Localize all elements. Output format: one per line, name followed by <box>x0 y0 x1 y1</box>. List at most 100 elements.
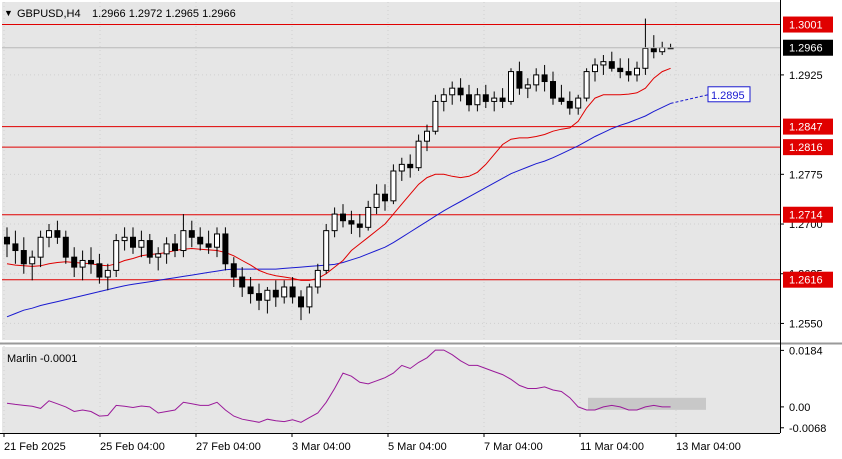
candle[interactable] <box>348 210 355 234</box>
candle[interactable] <box>4 227 10 258</box>
level-price-tag[interactable] <box>783 118 833 135</box>
candle[interactable] <box>230 257 237 287</box>
candle-body <box>583 71 590 99</box>
candle[interactable] <box>625 58 632 82</box>
candle[interactable] <box>466 84 472 112</box>
candle[interactable] <box>432 94 439 135</box>
candle[interactable] <box>113 233 120 278</box>
candle[interactable] <box>104 263 111 291</box>
candlesticks[interactable] <box>4 18 674 321</box>
candle[interactable] <box>617 58 624 79</box>
candle[interactable] <box>62 230 69 264</box>
candle[interactable] <box>398 157 405 181</box>
candle-body <box>264 289 271 301</box>
candle[interactable] <box>37 230 44 268</box>
candle[interactable] <box>642 18 649 75</box>
candle[interactable] <box>12 230 19 264</box>
candle[interactable] <box>592 58 598 82</box>
current-price-tag[interactable] <box>783 39 833 56</box>
time-axis[interactable]: 21 Feb 2025 25 Feb 04:00 27 Feb 04:00 3 Mar… <box>3 433 741 453</box>
candle[interactable] <box>373 184 380 215</box>
indicator-label: Marlin -0.0001 <box>7 353 77 365</box>
candle[interactable] <box>272 280 279 307</box>
candle[interactable] <box>79 250 86 281</box>
candle[interactable] <box>256 283 262 311</box>
candle[interactable] <box>558 84 565 105</box>
candle[interactable] <box>415 134 422 171</box>
candle[interactable] <box>306 283 313 314</box>
candle[interactable] <box>365 200 372 231</box>
candle[interactable] <box>575 94 582 115</box>
candle[interactable] <box>541 64 548 92</box>
candle[interactable] <box>340 204 346 228</box>
forecast-label-box[interactable] <box>707 86 751 103</box>
candle-body <box>440 94 447 102</box>
candle[interactable] <box>533 68 540 92</box>
candle[interactable] <box>188 220 195 248</box>
price-axis[interactable]: 1.29251.27751.27001.26251.25501.30011.28… <box>2 16 833 435</box>
candle[interactable] <box>390 164 397 205</box>
candle[interactable] <box>331 207 338 238</box>
candle[interactable] <box>449 81 456 105</box>
candle[interactable] <box>356 214 363 238</box>
candle[interactable] <box>600 55 607 75</box>
candle[interactable] <box>138 230 145 258</box>
time-tick-label: 27 Feb 04:00 <box>196 441 261 453</box>
candle[interactable] <box>163 237 170 264</box>
indicator-plot-area[interactable] <box>2 347 780 433</box>
candle[interactable] <box>508 68 514 105</box>
candle[interactable] <box>323 224 330 274</box>
candle[interactable] <box>608 51 615 72</box>
candle[interactable] <box>29 250 36 281</box>
candle[interactable] <box>146 233 153 264</box>
candle[interactable] <box>281 280 288 304</box>
candle[interactable] <box>314 263 321 294</box>
candle[interactable] <box>172 233 178 258</box>
candle[interactable] <box>96 253 103 284</box>
candle[interactable] <box>264 286 271 314</box>
candle[interactable] <box>130 227 136 254</box>
candle[interactable] <box>516 61 523 95</box>
candle[interactable] <box>474 88 481 112</box>
candle[interactable] <box>180 214 187 258</box>
candle[interactable] <box>46 224 52 248</box>
candle[interactable] <box>424 124 430 152</box>
candle[interactable] <box>197 227 204 251</box>
candle[interactable] <box>382 184 388 211</box>
candle-body <box>146 240 153 258</box>
level-price-tag[interactable] <box>783 271 833 288</box>
candle[interactable] <box>155 247 162 271</box>
candle[interactable] <box>71 247 78 278</box>
candle[interactable] <box>88 247 94 274</box>
dropdown-triangle-icon[interactable]: ▼ <box>4 8 13 18</box>
candle[interactable] <box>491 91 498 112</box>
candle[interactable] <box>247 277 254 304</box>
candle[interactable] <box>54 220 61 244</box>
candle[interactable] <box>205 230 212 254</box>
candle[interactable] <box>222 227 229 271</box>
candle[interactable] <box>440 88 447 112</box>
candle[interactable] <box>457 78 464 102</box>
level-price-tag[interactable] <box>783 206 833 223</box>
candle-body <box>575 97 582 109</box>
candle[interactable] <box>550 71 556 105</box>
candle[interactable] <box>583 68 590 102</box>
candle[interactable] <box>634 61 640 82</box>
candle[interactable] <box>121 227 128 251</box>
candle-body <box>373 193 380 208</box>
level-price-tag[interactable] <box>783 16 833 33</box>
candle-body <box>12 243 19 252</box>
candle[interactable] <box>524 78 531 99</box>
candle[interactable] <box>566 91 573 115</box>
candle[interactable] <box>214 227 220 258</box>
candle[interactable] <box>499 88 506 109</box>
candle[interactable] <box>289 277 296 304</box>
candle[interactable] <box>239 267 246 297</box>
candle[interactable] <box>20 237 27 274</box>
candle[interactable] <box>482 84 489 109</box>
candle[interactable] <box>407 154 414 178</box>
candle[interactable] <box>650 35 657 59</box>
candle[interactable] <box>298 290 304 321</box>
level-price-tag[interactable] <box>783 139 833 156</box>
